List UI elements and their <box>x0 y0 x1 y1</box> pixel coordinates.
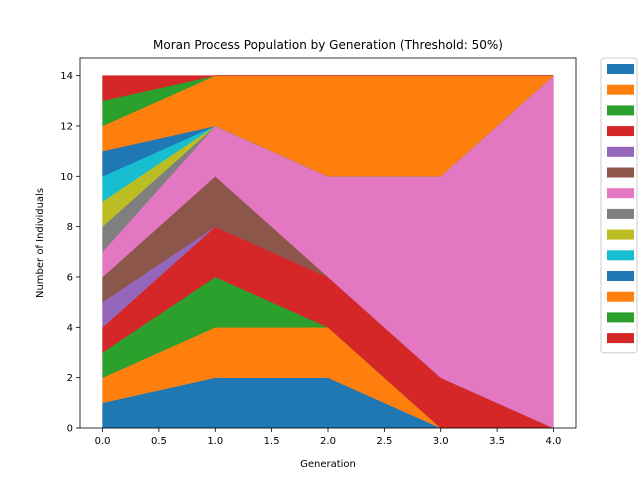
y-tick-label: 4 <box>67 323 73 334</box>
x-tick-label: 0.5 <box>151 436 167 447</box>
legend-swatch-14 <box>607 333 634 344</box>
y-tick-label: 0 <box>67 424 73 435</box>
y-tick-label: 8 <box>67 222 73 233</box>
legend-swatch-12 <box>607 291 634 302</box>
x-tick-label: 2.0 <box>320 436 336 447</box>
legend-swatch-9 <box>607 229 634 240</box>
y-axis-label: Number of Individuals <box>35 188 46 298</box>
legend-swatch-1 <box>607 64 634 74</box>
legend-swatch-5 <box>607 146 634 157</box>
legend-swatch-11 <box>607 271 634 281</box>
legend-swatch-4 <box>607 126 634 137</box>
legend-swatch-10 <box>607 250 634 261</box>
y-tick-label: 2 <box>67 373 73 384</box>
y-tick-label: 14 <box>60 71 73 82</box>
y-tick-label: 12 <box>60 121 73 132</box>
x-axis-label: Generation <box>300 459 356 470</box>
legend <box>600 57 638 354</box>
x-tick-label: 3.0 <box>433 436 449 447</box>
x-tick-label: 1.5 <box>264 436 280 447</box>
x-tick-label: 0.0 <box>95 436 111 447</box>
x-tick-label: 3.5 <box>489 436 505 447</box>
chart-title: Moran Process Population by Generation (… <box>153 38 503 52</box>
y-tick-label: 10 <box>60 172 73 183</box>
legend-swatch-8 <box>607 208 634 219</box>
x-tick-label: 1.0 <box>207 436 223 447</box>
legend-swatch-3 <box>607 105 634 116</box>
area-series-14 <box>102 75 554 102</box>
x-tick-label: 4.0 <box>546 436 562 447</box>
y-axis: 0 2 4 6 8 10 12 14 <box>60 71 80 435</box>
legend-swatch-13 <box>607 312 634 323</box>
area-layers <box>102 75 555 429</box>
legend-swatch-6 <box>607 167 634 178</box>
x-axis: 0.0 0.5 1.0 1.5 2.0 2.5 3.0 3.5 4.0 <box>95 428 562 447</box>
legend-swatch-2 <box>607 84 634 95</box>
y-tick-label: 6 <box>67 272 73 283</box>
legend-swatch-7 <box>607 188 634 199</box>
legend-box <box>600 57 638 354</box>
x-tick-label: 2.5 <box>376 436 392 447</box>
